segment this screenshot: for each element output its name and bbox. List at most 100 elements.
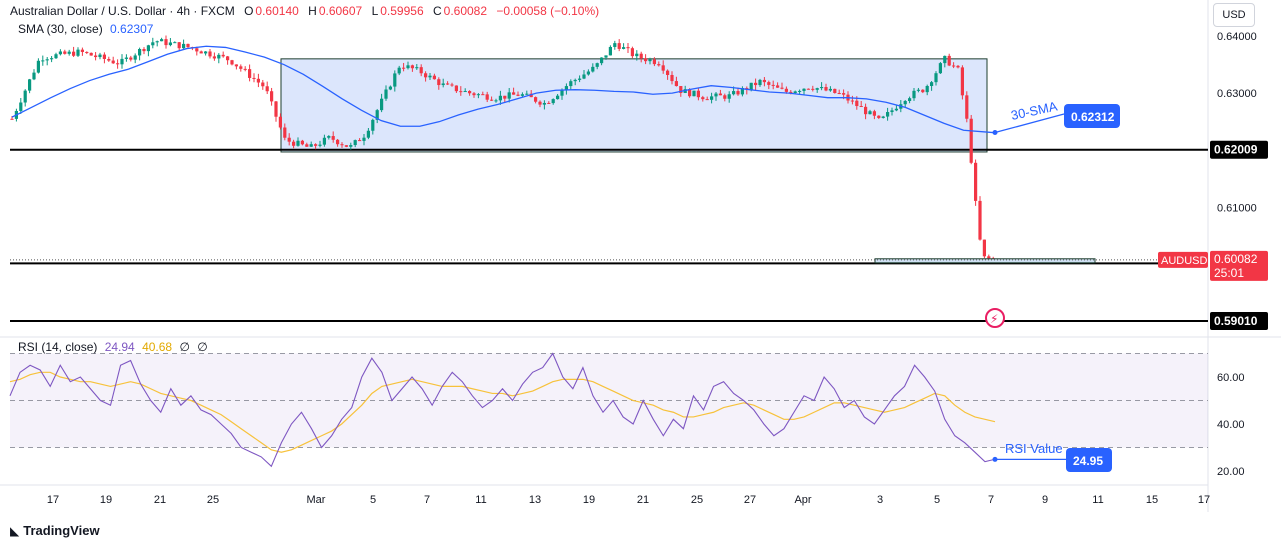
candle-body bbox=[67, 51, 71, 54]
candle-body bbox=[776, 85, 780, 88]
candle-body bbox=[520, 94, 524, 96]
candle-body bbox=[503, 95, 507, 99]
rsi-legend[interactable]: RSI (14, close) 24.94 40.68 ∅ ∅ bbox=[18, 340, 208, 354]
candle-body bbox=[987, 256, 991, 259]
candle-body bbox=[710, 96, 714, 100]
candle-body bbox=[208, 51, 212, 57]
rsi-value: 24.94 bbox=[104, 340, 135, 354]
time-tick-4: Mar bbox=[307, 494, 326, 506]
candle-body bbox=[529, 93, 533, 98]
candle-body bbox=[234, 64, 238, 67]
rsi-callout-value: 24.95 bbox=[1073, 454, 1103, 468]
candle-body bbox=[485, 94, 489, 100]
rsi-line bbox=[9, 352, 996, 468]
candle-body bbox=[718, 93, 722, 96]
candle-body bbox=[349, 145, 353, 147]
brand-label: TradingView bbox=[23, 523, 100, 538]
candle-body bbox=[617, 43, 621, 49]
tradingview-logo[interactable]: ◣ TradingView bbox=[10, 523, 100, 538]
candle-body bbox=[960, 67, 964, 96]
sma-callout-value: 0.62312 bbox=[1071, 110, 1115, 124]
candle-body bbox=[925, 85, 929, 93]
sma-callout-box bbox=[1064, 104, 1120, 128]
time-tick-0: 17 bbox=[47, 494, 59, 506]
candle-body bbox=[274, 101, 278, 117]
candle-body bbox=[749, 82, 753, 90]
candle-body bbox=[406, 65, 410, 69]
candle-body bbox=[864, 106, 868, 115]
candle-body bbox=[630, 48, 634, 57]
candle-body bbox=[872, 111, 876, 116]
candle-body bbox=[670, 74, 674, 82]
candle-body bbox=[930, 82, 934, 86]
candle-body bbox=[371, 119, 375, 131]
level-tag-0 bbox=[1210, 140, 1268, 159]
candle-body bbox=[336, 139, 340, 145]
candle-body bbox=[578, 78, 582, 80]
candle-body bbox=[256, 78, 260, 83]
candle-body bbox=[318, 144, 322, 146]
symbol-title: Australian Dollar / U.S. Dollar · 4h · F… bbox=[10, 4, 235, 18]
time-tick-5: 5 bbox=[370, 494, 376, 506]
candle-body bbox=[151, 42, 155, 46]
candle-body bbox=[138, 48, 142, 56]
currency-button[interactable]: USD bbox=[1213, 3, 1255, 27]
candle-body bbox=[622, 47, 626, 49]
candle-body bbox=[146, 45, 150, 52]
rsi-ma-line bbox=[9, 371, 996, 453]
candle-body bbox=[388, 86, 392, 90]
candle-body bbox=[344, 145, 348, 147]
candle-body bbox=[243, 68, 247, 70]
candle-body bbox=[287, 137, 291, 142]
candle-body bbox=[767, 82, 771, 85]
sma-legend[interactable]: SMA (30, close) 0.62307 bbox=[18, 22, 153, 36]
candle-body bbox=[204, 51, 208, 54]
candle-body bbox=[903, 101, 907, 105]
time-tick-6: 7 bbox=[424, 494, 430, 506]
candle-body bbox=[978, 200, 982, 240]
rsi-tick-1: 40.00 bbox=[1217, 419, 1245, 431]
close-value: 0.60082 bbox=[443, 4, 488, 18]
rsi-callout-box bbox=[1066, 448, 1112, 472]
candle-body bbox=[824, 87, 828, 91]
lightning-icon: ⚡ bbox=[990, 312, 998, 326]
last-price-tag bbox=[1210, 250, 1268, 281]
candle-body bbox=[322, 137, 326, 145]
candle-body bbox=[428, 75, 432, 78]
candle-body bbox=[894, 108, 898, 111]
candle-body bbox=[982, 239, 986, 257]
candle-body bbox=[23, 90, 27, 103]
candle-body bbox=[28, 79, 32, 91]
rsi-tick-0: 60.00 bbox=[1217, 372, 1245, 384]
candle-body bbox=[793, 91, 797, 94]
candle-body bbox=[784, 88, 788, 92]
candle-body bbox=[441, 83, 445, 86]
candle-body bbox=[644, 58, 648, 62]
time-tick-10: 21 bbox=[637, 494, 649, 506]
high-label: H bbox=[308, 4, 317, 18]
candle-body bbox=[666, 70, 670, 75]
support-zone-box bbox=[874, 258, 1096, 264]
candle-body bbox=[32, 72, 36, 80]
rsi-callout-text: RSI Value bbox=[1005, 441, 1063, 456]
candle-body bbox=[494, 100, 498, 102]
candle-body bbox=[111, 60, 115, 64]
sma-callout-line bbox=[994, 113, 1065, 134]
candle-body bbox=[142, 48, 146, 52]
time-tick-14: 3 bbox=[877, 494, 883, 506]
candle-body bbox=[934, 73, 938, 83]
candle-body bbox=[591, 66, 595, 72]
candle-body bbox=[358, 140, 362, 142]
time-tick-13: Apr bbox=[794, 494, 811, 506]
open-label: O bbox=[244, 4, 254, 18]
candle-body bbox=[881, 116, 885, 118]
candle-body bbox=[732, 91, 736, 95]
time-tick-2: 21 bbox=[154, 494, 166, 506]
symbol-tag bbox=[1158, 251, 1208, 268]
consolidation-range-box bbox=[280, 58, 988, 153]
candle-body bbox=[380, 98, 384, 111]
candle-body bbox=[789, 91, 793, 94]
candle-body bbox=[102, 54, 106, 59]
candle-body bbox=[252, 77, 256, 79]
